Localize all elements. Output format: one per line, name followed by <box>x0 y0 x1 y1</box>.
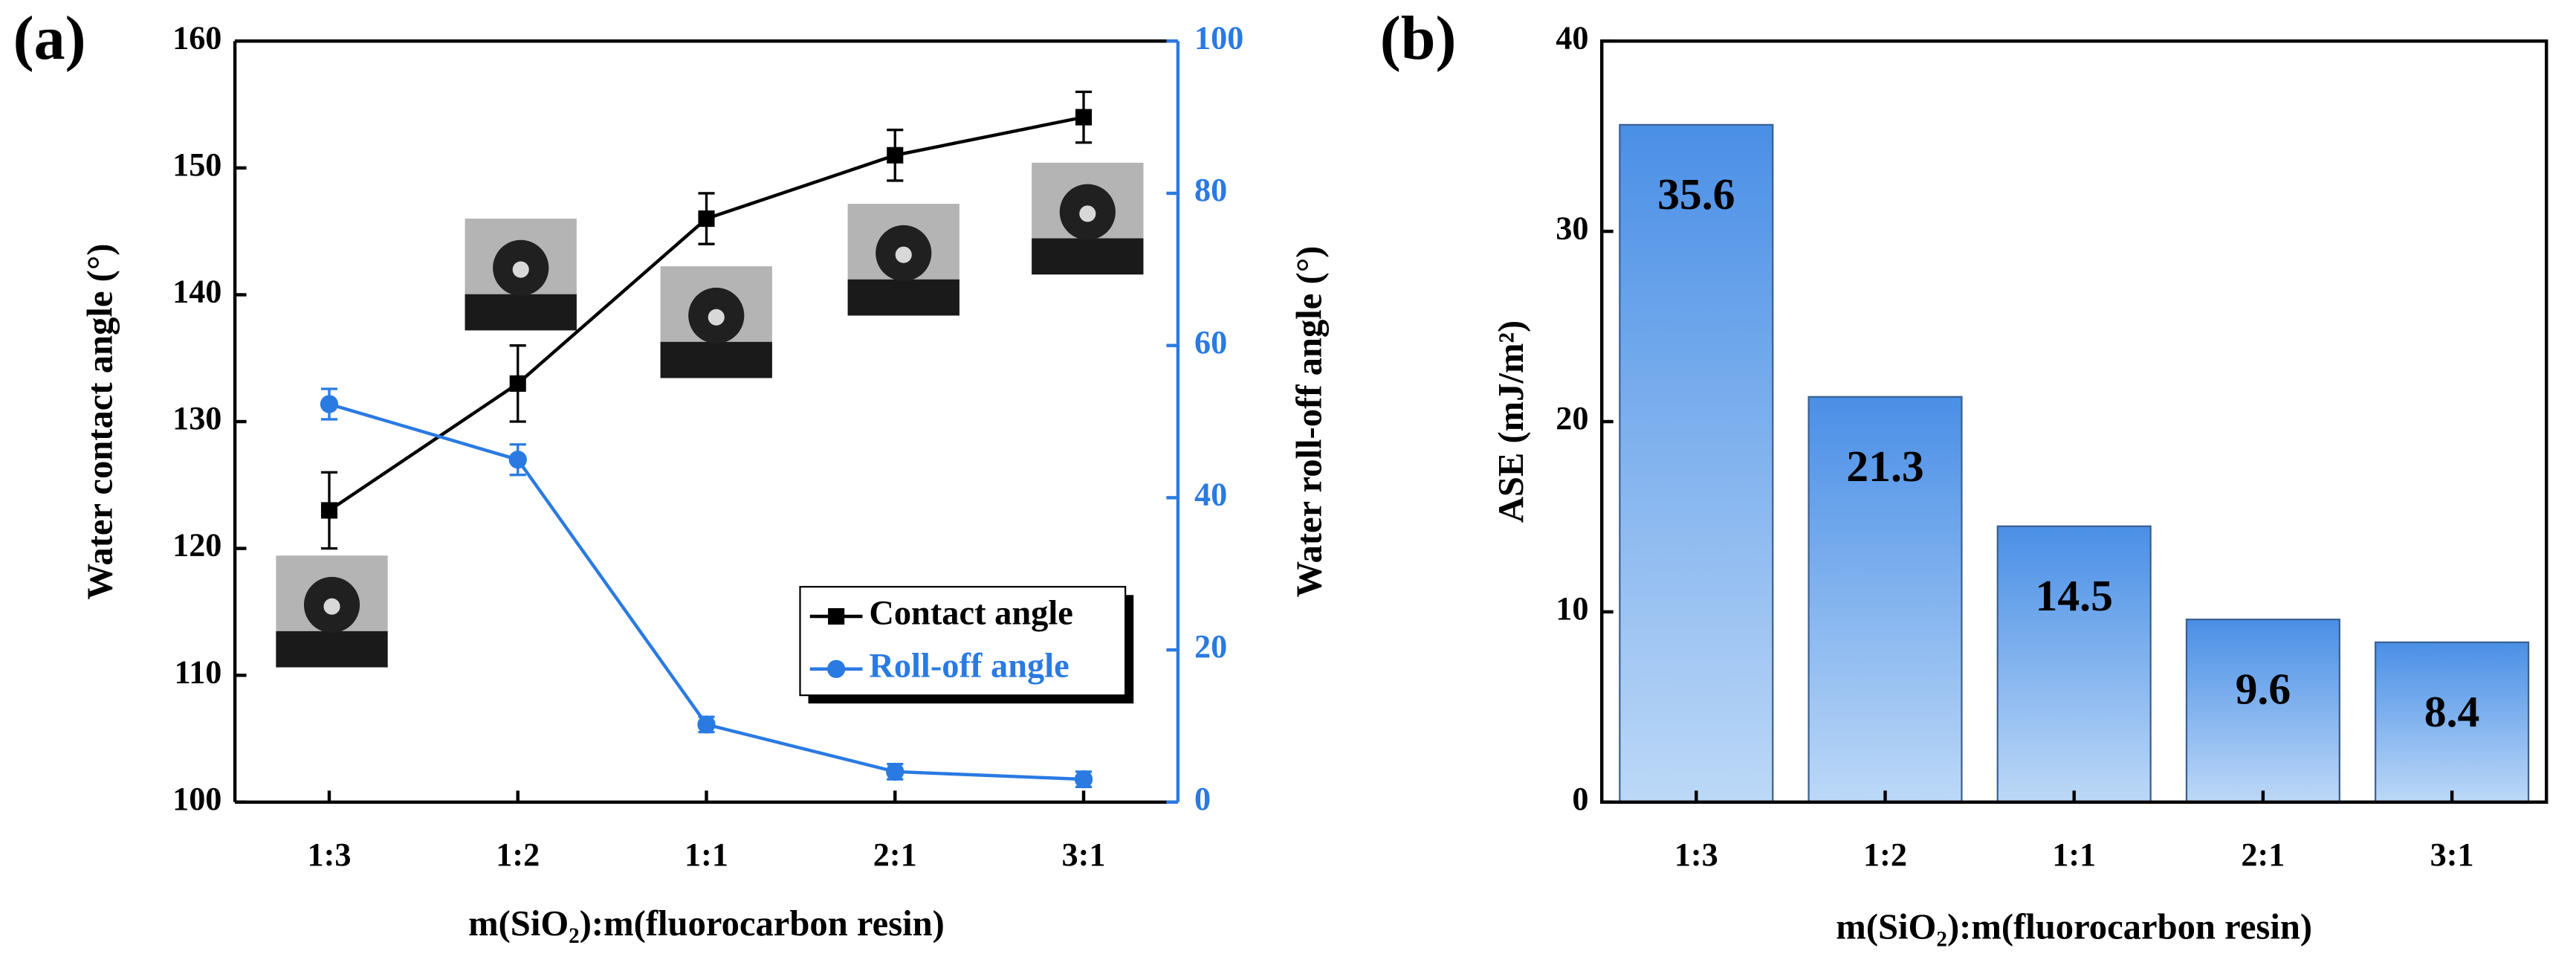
droplet-image <box>276 555 388 668</box>
bar-value-label: 14.5 <box>2035 571 2112 620</box>
droplet-image <box>1032 162 1144 275</box>
bar-value-label: 8.4 <box>2424 687 2480 736</box>
y-tick-label: 100 <box>172 781 221 817</box>
marker <box>1075 109 1093 126</box>
x-tick-label: 2:1 <box>873 836 917 873</box>
y-tick-label: 130 <box>172 400 221 436</box>
marker <box>509 375 526 392</box>
y-tick-label: 120 <box>172 527 221 564</box>
x-tick-label: 1:1 <box>2052 836 2096 873</box>
marker <box>320 502 338 519</box>
droplet-image <box>465 219 577 331</box>
y-tick-label: 10 <box>1556 590 1588 627</box>
legend-marker <box>826 660 846 678</box>
y-tick-label: 30 <box>1556 210 1588 246</box>
droplet-substrate <box>276 631 388 668</box>
x-tick-label: 3:1 <box>2430 836 2474 873</box>
y2-tick-label: 0 <box>1194 781 1211 817</box>
y-tick-label: 160 <box>172 19 221 56</box>
x-tick-label: 2:1 <box>2241 836 2285 873</box>
y-tick-label: 140 <box>172 274 221 310</box>
marker <box>1074 770 1093 789</box>
marker <box>887 146 904 164</box>
y2-tick-label: 20 <box>1194 628 1227 665</box>
marker <box>698 210 715 228</box>
droplet-image <box>660 266 772 378</box>
legend-box <box>799 586 1127 697</box>
bar <box>1619 123 1774 803</box>
x-tick-label: 1:2 <box>1863 836 1907 873</box>
droplet-highlight <box>708 309 725 326</box>
y2-axis-label: Water roll-off angle (°) <box>1289 246 1329 598</box>
bar-value-label: 21.3 <box>1846 442 1923 491</box>
droplet-highlight <box>895 246 912 263</box>
y-tick-label: 110 <box>175 654 222 690</box>
y2-tick-label: 40 <box>1194 477 1227 513</box>
bar-value-label: 35.6 <box>1657 170 1735 219</box>
y-axis-label: Water contact angle (°) <box>80 244 120 600</box>
x-axis-label: m(SiO₂):m(fluorocarbon resin) <box>468 903 945 944</box>
y-tick-label: 150 <box>172 146 221 183</box>
y2-tick-label: 60 <box>1194 324 1227 361</box>
x-tick-label: 1:3 <box>308 836 352 873</box>
x-tick-label: 1:3 <box>1674 836 1718 873</box>
y2-tick-label: 80 <box>1194 172 1227 208</box>
legend-label: Contact angle <box>869 595 1073 633</box>
droplet-highlight <box>323 598 340 615</box>
panel-label: (a) <box>13 4 86 73</box>
droplet-substrate <box>465 294 577 331</box>
y-tick-label: 0 <box>1572 781 1588 817</box>
panel-label: (b) <box>1380 4 1457 73</box>
marker <box>320 395 339 413</box>
bar <box>2375 641 2530 803</box>
droplet-highlight <box>1079 205 1096 222</box>
bar-value-label: 9.6 <box>2236 664 2291 713</box>
droplet-substrate <box>847 279 959 316</box>
y2-tick-label: 100 <box>1194 19 1243 56</box>
legend-label: Roll-off angle <box>869 647 1069 685</box>
marker <box>697 715 716 734</box>
bar <box>1996 525 2152 803</box>
droplet-image <box>847 204 959 316</box>
bar <box>2185 619 2340 803</box>
x-tick-label: 3:1 <box>1062 836 1106 873</box>
y-tick-label: 40 <box>1556 19 1588 56</box>
legend-marker <box>828 607 845 625</box>
y-axis-label: ASE (mJ/m²) <box>1491 320 1531 523</box>
droplet-substrate <box>660 341 772 378</box>
marker <box>886 762 904 781</box>
x-tick-label: 1:2 <box>496 836 540 873</box>
x-axis-label: m(SiO₂):m(fluorocarbon resin) <box>1836 906 2312 947</box>
marker <box>508 451 527 469</box>
x-tick-label: 1:1 <box>685 836 728 873</box>
droplet-highlight <box>512 261 529 278</box>
bar <box>1808 396 1963 803</box>
droplet-substrate <box>1032 238 1144 275</box>
y-tick-label: 20 <box>1556 400 1588 436</box>
